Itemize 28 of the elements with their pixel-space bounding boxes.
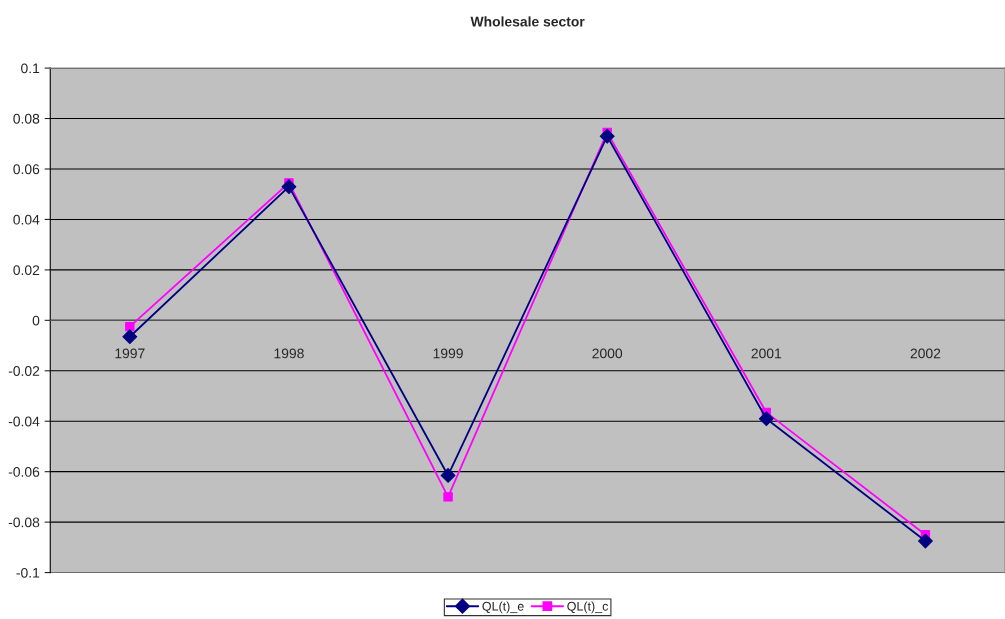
x-tick-label: 2000 bbox=[592, 348, 623, 359]
y-tick-label: -0.02 bbox=[8, 366, 40, 376]
x-tick-label: 1998 bbox=[274, 348, 304, 359]
y-tick-label: 0.06 bbox=[13, 164, 40, 175]
point bbox=[443, 492, 453, 502]
y-tick-label: 0 bbox=[32, 315, 40, 326]
y-tick-label: -0.06 bbox=[8, 467, 40, 477]
y-tick-label: -0.1 bbox=[16, 567, 40, 578]
point bbox=[918, 533, 933, 549]
legend-label: QL(t)_c bbox=[567, 601, 609, 614]
y-tick-label: 0.08 bbox=[13, 113, 40, 124]
point bbox=[281, 179, 297, 195]
point bbox=[125, 321, 135, 332]
x-tick-label: 1999 bbox=[433, 348, 463, 359]
point bbox=[122, 329, 138, 345]
x-tick-label: 1997 bbox=[115, 348, 145, 359]
chart-title: Wholesale sector bbox=[470, 16, 585, 27]
x-tick-label: 2002 bbox=[910, 348, 941, 359]
point bbox=[440, 468, 456, 483]
y-tick-label: -0.04 bbox=[8, 416, 40, 427]
y-tick-label: 0.02 bbox=[13, 265, 40, 276]
legend-label: QL(t)_e bbox=[482, 601, 524, 614]
y-tick-label: 0.04 bbox=[13, 214, 40, 225]
y-tick-label: 0.1 bbox=[21, 63, 40, 74]
y-tick-label: -0.08 bbox=[8, 517, 40, 528]
point bbox=[758, 411, 774, 427]
x-tick-label: 2001 bbox=[751, 348, 782, 359]
point bbox=[599, 128, 615, 144]
